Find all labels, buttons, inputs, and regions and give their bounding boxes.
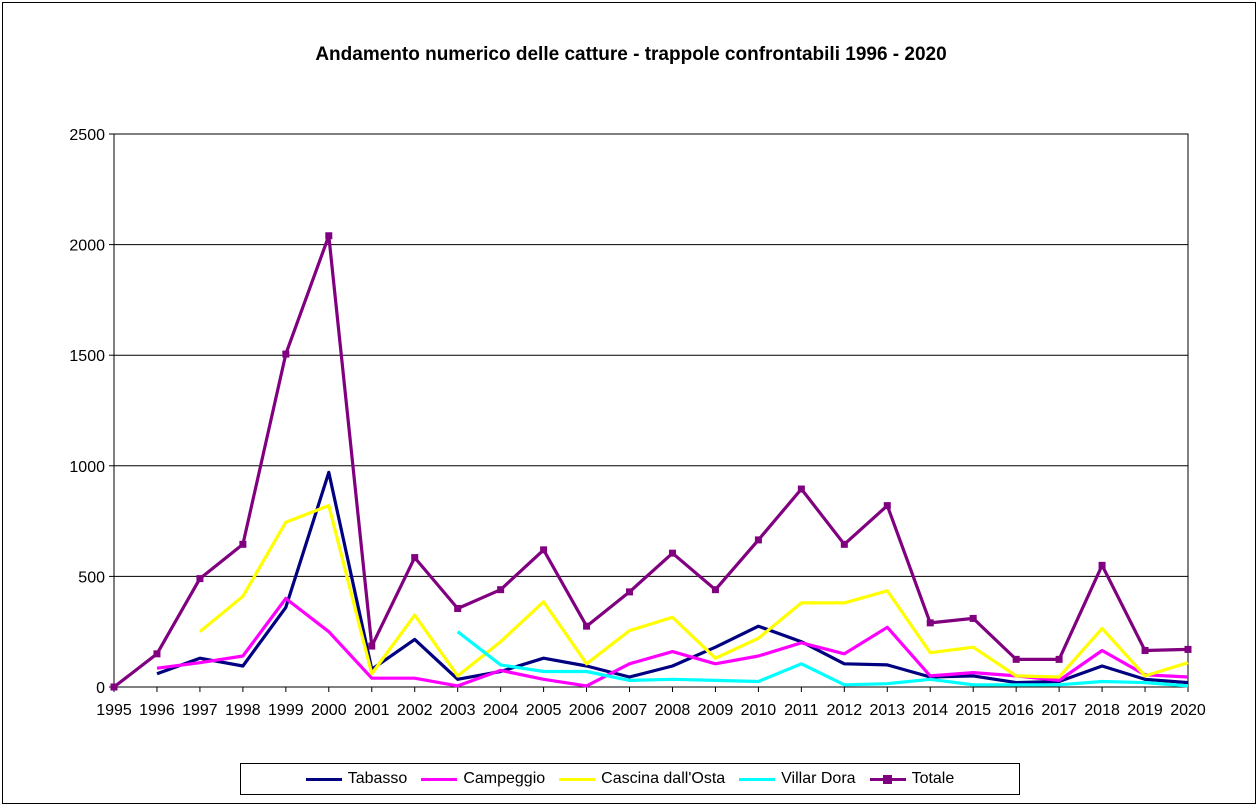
legend-item-tabasso: Tabasso [305,770,408,788]
x-tick-label: 2004 [483,702,519,719]
data-point-totale [411,554,419,562]
legend-label: Villar Dora [781,770,856,787]
x-tick-label: 2000 [311,702,347,719]
x-tick-label: 2007 [612,702,648,719]
series-line-cascina-dall-osta [198,504,1189,679]
x-tick-label: 2006 [569,702,605,719]
series-line-tabasso [156,470,1189,685]
data-point-totale [840,540,848,548]
x-tick-label: 2003 [440,702,476,719]
series-lines [110,232,1192,691]
data-point-totale [497,586,505,594]
data-point-totale [1141,647,1149,655]
data-point-totale [282,350,290,358]
x-tick-label: 2019 [1127,702,1163,719]
data-point-totale [540,546,548,554]
y-tick-label: 500 [78,569,105,586]
series-line-campeggio [156,596,1189,688]
data-point-totale [368,642,376,650]
legend-item-cascina-dall-osta: Cascina dall'Osta [559,770,725,788]
x-tick-label: 2016 [998,702,1034,719]
data-point-totale [626,588,634,596]
legend-label: Cascina dall'Osta [601,770,726,787]
data-point-totale [1098,561,1106,569]
data-point-totale [711,586,719,594]
x-tick-label: 1996 [139,702,175,719]
legend-swatch [305,772,342,786]
plot-border [113,133,1189,688]
x-tick-label: 2017 [1041,702,1077,719]
data-point-totale [239,540,247,548]
chart-title: Andamento numerico delle catture - trapp… [315,44,947,65]
legend-item-totale: Totale [869,770,955,788]
gridlines [113,133,1189,688]
series-line-totale [113,234,1189,689]
x-tick-label: 2005 [526,702,562,719]
legend-label: Totale [911,770,955,787]
x-tick-label: 2001 [354,702,390,719]
legend-item-campeggio: Campeggio [421,770,545,788]
data-point-totale [797,485,805,493]
y-tick-label: 0 [96,680,105,697]
y-axis-ticks: 0 500 1000 1500 2000 2500 [69,127,114,697]
x-axis-ticks: 1995 1996 1997 1998 1999 2000 2001 2002 2003 2004… [96,687,1206,719]
series-line-villar-dora [456,630,1189,688]
y-tick-label: 2000 [69,238,105,255]
x-tick-label: 2002 [397,702,433,719]
data-point-totale [454,604,462,612]
legend: Tabasso Campeggio Cascina dall'Osta Villar … [240,763,1020,795]
data-point-totale [196,575,204,583]
x-tick-label: 2009 [698,702,734,719]
data-point-totale [110,683,118,691]
legend-swatch [869,772,906,786]
data-point-totale [754,536,762,544]
x-tick-label: 2015 [955,702,991,719]
x-tick-label: 2012 [827,702,863,719]
data-point-totale [325,232,333,240]
data-point-totale [926,619,934,627]
data-point-totale [1012,655,1020,663]
x-tick-label: 2020 [1170,702,1206,719]
x-tick-label: 1998 [225,702,261,719]
legend-swatch [421,772,458,786]
legend-item-villar-dora: Villar Dora [739,770,856,788]
x-tick-label: 2010 [741,702,777,719]
x-tick-label: 1997 [182,702,218,719]
x-tick-label: 2013 [869,702,905,719]
data-point-totale [883,502,891,510]
legend-swatch [559,772,596,786]
y-tick-label: 1000 [69,459,105,476]
legend-swatch [739,772,776,786]
data-point-totale [969,614,977,622]
data-point-totale [583,622,591,630]
x-tick-label: 2018 [1084,702,1120,719]
x-tick-label: 2011 [784,702,819,719]
x-tick-label: 2008 [655,702,691,719]
data-point-totale [153,650,161,658]
data-point-totale [1184,645,1192,653]
y-tick-label: 2500 [69,127,105,144]
data-point-totale [668,549,676,557]
legend-label: Campeggio [463,770,546,787]
x-tick-label: 1995 [96,702,132,719]
x-tick-label: 2014 [912,702,948,719]
legend-label: Tabasso [347,770,408,787]
x-tick-label: 1999 [268,702,304,719]
y-tick-label: 1500 [69,348,105,365]
data-point-totale [1055,655,1063,663]
